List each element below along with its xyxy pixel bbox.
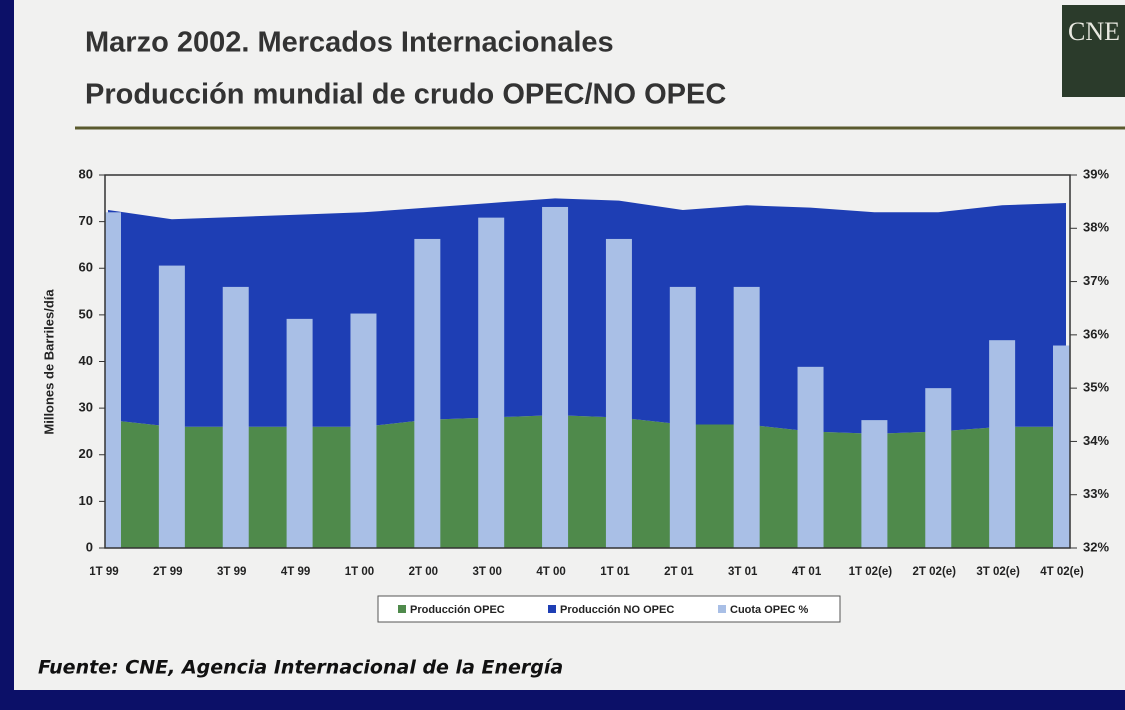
y2-tick-label: 38% <box>1083 220 1109 235</box>
y2-tick-label: 34% <box>1083 433 1109 448</box>
y-tick-label: 20 <box>79 446 93 461</box>
subtitle: Producción mundial de crudo OPEC/NO OPEC <box>85 79 726 111</box>
bar <box>158 265 185 548</box>
y-tick-label: 70 <box>79 213 93 228</box>
bar <box>222 286 249 548</box>
bar <box>861 420 888 548</box>
x-tick-label: 3T 99 <box>217 566 246 578</box>
bar <box>414 238 441 548</box>
bar <box>350 313 377 548</box>
x-tick-label: 3T 00 <box>472 566 501 578</box>
bar <box>733 286 760 548</box>
y-tick-label: 30 <box>79 400 93 415</box>
bar <box>542 206 569 548</box>
legend-label: Cuota OPEC % <box>730 604 808 616</box>
title: Marzo 2002. Mercados Internacionales <box>85 27 614 59</box>
y2-tick-label: 33% <box>1083 486 1109 501</box>
bar <box>1053 345 1070 548</box>
x-tick-label: 2T 02(e) <box>913 566 957 578</box>
bar <box>925 388 952 548</box>
area <box>108 415 1066 548</box>
y2-tick-label: 36% <box>1083 326 1109 341</box>
y2-tick-label: 35% <box>1083 380 1109 395</box>
y-axis-label: Millones de Barriles/día <box>41 289 56 435</box>
x-tick-label: 2T 01 <box>664 566 694 578</box>
y-tick-label: 50 <box>79 306 93 321</box>
plot-area <box>105 198 1070 548</box>
bar <box>286 318 313 548</box>
x-tick-label: 4T 01 <box>792 566 822 578</box>
logo-box <box>1062 5 1125 97</box>
bar <box>989 340 1016 548</box>
x-tick-label: 1T 02(e) <box>849 566 893 578</box>
x-tick-label: 1T 00 <box>345 566 374 578</box>
bar <box>797 366 824 548</box>
area <box>108 198 1066 434</box>
y-tick-label: 0 <box>86 539 93 554</box>
logo: CNE <box>1068 17 1120 46</box>
x-tick-label: 4T 99 <box>281 566 310 578</box>
y2-tick-label: 37% <box>1083 273 1109 288</box>
x-tick-label: 1T 01 <box>600 566 630 578</box>
x-tick-label: 2T 99 <box>153 566 182 578</box>
legend-swatch <box>398 605 406 613</box>
bar <box>478 217 505 548</box>
x-tick-label: 2T 00 <box>409 566 438 578</box>
legend <box>377 595 841 623</box>
bar <box>605 238 632 548</box>
legend-swatch <box>718 605 726 613</box>
x-tick-label: 4T 02(e) <box>1040 566 1084 578</box>
y-tick-label: 40 <box>79 353 93 368</box>
y2-tick-label: 39% <box>1083 166 1109 181</box>
legend-label: Producción NO OPEC <box>560 604 674 616</box>
bar <box>669 286 696 548</box>
legend-label: Producción OPEC <box>410 604 505 616</box>
x-tick-label: 1T 99 <box>89 566 118 578</box>
y2-tick-label: 32% <box>1083 539 1109 554</box>
y-tick-label: 60 <box>79 260 93 275</box>
y-tick-label: 80 <box>79 166 93 181</box>
x-tick-label: 4T 00 <box>536 566 565 578</box>
source: Fuente: CNE, Agencia Internacional de la… <box>38 657 563 679</box>
y-tick-label: 10 <box>79 493 93 508</box>
x-tick-label: 3T 02(e) <box>976 566 1020 578</box>
legend-swatch <box>548 605 556 613</box>
x-tick-label: 3T 01 <box>728 566 758 578</box>
bar <box>105 212 121 548</box>
